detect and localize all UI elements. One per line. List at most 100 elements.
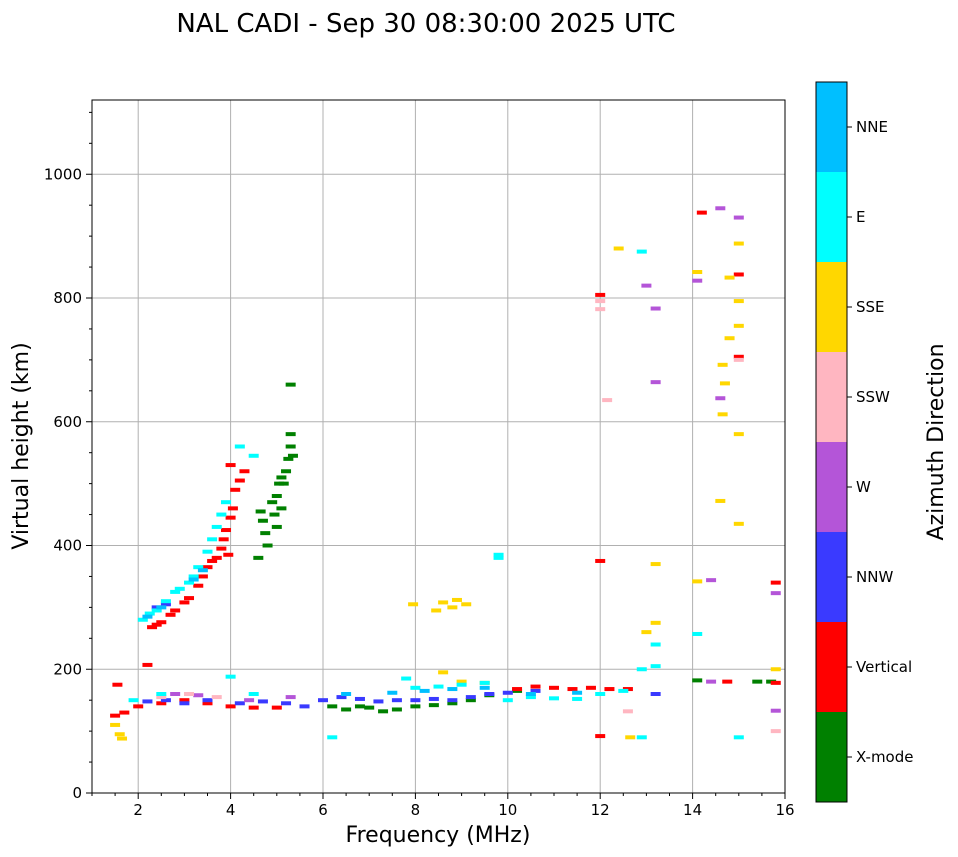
data-point [770, 580, 781, 585]
data-point [391, 707, 402, 712]
data-point [650, 664, 661, 669]
data-point [770, 680, 781, 685]
colorbar-tick-label: NNE [856, 118, 888, 136]
data-point [595, 299, 606, 304]
data-point [262, 543, 273, 548]
data-point [391, 698, 402, 703]
data-point [493, 555, 504, 560]
data-point [378, 709, 389, 714]
data-point [160, 599, 171, 604]
data-point [327, 704, 338, 709]
data-point [281, 701, 292, 706]
data-point [512, 687, 523, 692]
data-point [641, 283, 652, 288]
data-point [223, 552, 234, 557]
data-point [770, 667, 781, 672]
x-axis-ticks: 2 4 6 8 10 12 14 16 [91, 793, 795, 819]
data-point [128, 698, 139, 703]
data-point [572, 696, 583, 701]
data-point [433, 684, 444, 689]
data-point [283, 456, 294, 461]
x-tick-label: 2 [133, 801, 143, 819]
data-point [202, 698, 213, 703]
data-point [170, 692, 181, 696]
series-nnw [142, 602, 661, 709]
data-point [230, 487, 241, 492]
colorbar-segment [816, 172, 847, 262]
data-point [225, 704, 236, 709]
data-points [110, 206, 781, 741]
data-point [156, 605, 167, 610]
data-point [595, 292, 606, 297]
data-point [525, 695, 536, 700]
data-point [336, 695, 347, 700]
data-point [431, 608, 442, 613]
data-point [502, 698, 513, 703]
data-point [706, 679, 717, 684]
data-point [733, 299, 744, 304]
data-point [207, 558, 218, 563]
data-point [354, 696, 365, 701]
data-point [465, 698, 476, 703]
data-point [271, 705, 282, 710]
data-point [572, 690, 583, 695]
data-point [112, 682, 123, 687]
data-point [285, 444, 296, 449]
data-point [733, 241, 744, 246]
data-point [299, 704, 310, 709]
data-point [410, 698, 421, 703]
data-point [447, 701, 458, 706]
y-tick-label: 0 [72, 784, 82, 802]
data-point [255, 509, 266, 514]
data-point [156, 695, 167, 700]
x-tick-label: 14 [683, 801, 702, 819]
data-point [318, 698, 328, 703]
x-tick-label: 4 [226, 801, 236, 819]
y-axis-label: Virtual height (km) [9, 342, 34, 549]
data-point [770, 729, 781, 734]
data-point [327, 735, 338, 740]
data-point [202, 549, 213, 554]
data-point [595, 558, 606, 563]
data-point [160, 698, 171, 703]
data-point [144, 611, 155, 616]
data-point [752, 679, 763, 684]
data-point [234, 444, 245, 449]
data-point [151, 622, 162, 627]
data-point [549, 685, 559, 690]
data-point [287, 453, 298, 458]
data-point [408, 602, 419, 607]
data-point [193, 565, 204, 570]
data-point [456, 682, 467, 687]
data-point [461, 602, 472, 607]
data-point [696, 210, 707, 215]
data-point [419, 688, 430, 693]
data-point [692, 278, 703, 283]
colorbar-segment [816, 442, 847, 532]
data-point [719, 381, 730, 386]
y-tick-label: 400 [53, 537, 82, 555]
data-point [387, 690, 398, 695]
data-point [271, 494, 282, 498]
data-point [285, 382, 296, 387]
data-point [267, 500, 278, 505]
data-point [202, 701, 213, 706]
data-point [428, 703, 439, 708]
x-axis-label: Frequency (MHz) [346, 823, 531, 848]
data-point [636, 735, 647, 740]
data-point [174, 586, 185, 591]
data-point [165, 612, 176, 617]
data-point [248, 453, 259, 458]
data-point [156, 692, 167, 696]
data-point [179, 698, 190, 703]
colorbar-tick-label: W [856, 478, 871, 496]
x-tick-label: 16 [775, 801, 794, 819]
data-point [248, 705, 259, 710]
data-point [636, 667, 647, 672]
data-point [717, 362, 728, 367]
data-point [625, 735, 636, 740]
data-point [595, 692, 606, 696]
data-point [733, 272, 744, 277]
data-point [220, 500, 231, 505]
